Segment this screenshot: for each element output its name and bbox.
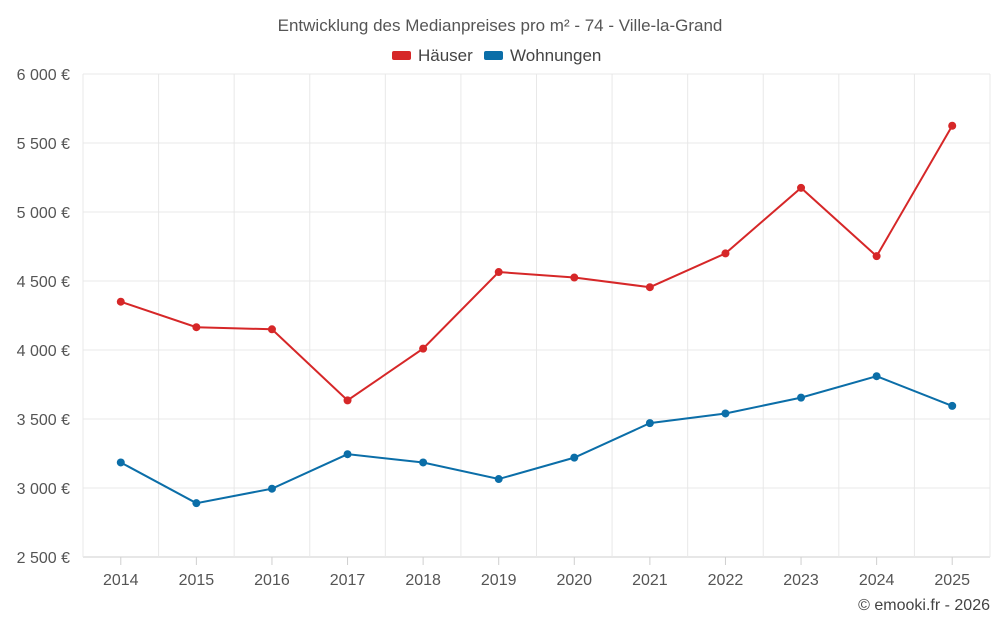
x-tick-label: 2024 bbox=[859, 572, 895, 589]
x-tick-label: 2021 bbox=[632, 572, 668, 589]
x-axis-ticks: 2014 2015 2016 2017 2018 2019 2020 2021 2022 2023… bbox=[103, 557, 970, 589]
data-point[interactable] bbox=[494, 475, 503, 484]
x-tick-label: 2015 bbox=[179, 572, 215, 589]
x-tick-label: 2023 bbox=[783, 572, 819, 589]
x-tick-label: 2022 bbox=[708, 572, 744, 589]
x-tick-label: 2014 bbox=[103, 572, 139, 589]
data-point[interactable] bbox=[948, 121, 957, 130]
series-wohnungen bbox=[116, 372, 957, 508]
data-point[interactable] bbox=[645, 283, 654, 292]
data-point[interactable] bbox=[419, 344, 428, 353]
series-line bbox=[120, 375, 953, 505]
legend-swatch bbox=[484, 51, 503, 60]
data-point[interactable] bbox=[494, 268, 503, 277]
credit-text: © emooki.fr - 2026 bbox=[858, 597, 990, 614]
legend-label[interactable]: Wohnungen bbox=[510, 46, 601, 65]
data-point[interactable] bbox=[948, 401, 957, 410]
y-tick-label: 3 500 € bbox=[17, 412, 70, 429]
data-point[interactable] bbox=[721, 249, 730, 258]
series-group bbox=[116, 121, 957, 508]
data-point[interactable] bbox=[343, 396, 352, 405]
data-point[interactable] bbox=[116, 297, 125, 306]
data-point[interactable] bbox=[267, 484, 276, 493]
chart-title: Entwicklung des Medianpreises pro m² - 7… bbox=[278, 16, 723, 35]
legend-label[interactable]: Häuser bbox=[418, 46, 473, 65]
series-haeuser bbox=[116, 121, 957, 405]
data-point[interactable] bbox=[570, 273, 579, 282]
y-axis-ticks: 6 000 € 5 500 € 5 000 € 4 500 € 4 000 € 3 500… bbox=[17, 67, 70, 567]
x-tick-label: 2020 bbox=[556, 572, 592, 589]
data-point[interactable] bbox=[343, 450, 352, 459]
data-point[interactable] bbox=[872, 372, 881, 381]
x-tick-label: 2017 bbox=[330, 572, 366, 589]
x-tick-label: 2016 bbox=[254, 572, 290, 589]
series-line bbox=[120, 125, 954, 402]
x-tick-label: 2018 bbox=[405, 572, 441, 589]
data-point[interactable] bbox=[797, 393, 806, 402]
data-point[interactable] bbox=[116, 458, 125, 467]
y-tick-label: 5 000 € bbox=[17, 205, 70, 222]
data-point[interactable] bbox=[570, 453, 579, 462]
legend: Häuser Wohnungen bbox=[392, 46, 601, 65]
y-tick-label: 5 500 € bbox=[17, 136, 70, 153]
data-point[interactable] bbox=[721, 409, 730, 418]
data-point[interactable] bbox=[192, 323, 201, 332]
y-tick-label: 4 500 € bbox=[17, 274, 70, 291]
data-point[interactable] bbox=[797, 183, 806, 192]
x-tick-label: 2019 bbox=[481, 572, 517, 589]
data-point[interactable] bbox=[192, 499, 201, 508]
x-tick-label: 2025 bbox=[934, 572, 970, 589]
data-point[interactable] bbox=[267, 325, 276, 334]
legend-swatch bbox=[392, 51, 411, 60]
y-tick-label: 4 000 € bbox=[17, 343, 70, 360]
y-tick-label: 2 500 € bbox=[17, 550, 70, 567]
data-point[interactable] bbox=[872, 252, 881, 261]
y-tick-label: 3 000 € bbox=[17, 481, 70, 498]
gridlines bbox=[82, 73, 991, 558]
y-tick-label: 6 000 € bbox=[17, 67, 70, 84]
data-point[interactable] bbox=[645, 419, 654, 428]
data-point[interactable] bbox=[419, 458, 428, 467]
